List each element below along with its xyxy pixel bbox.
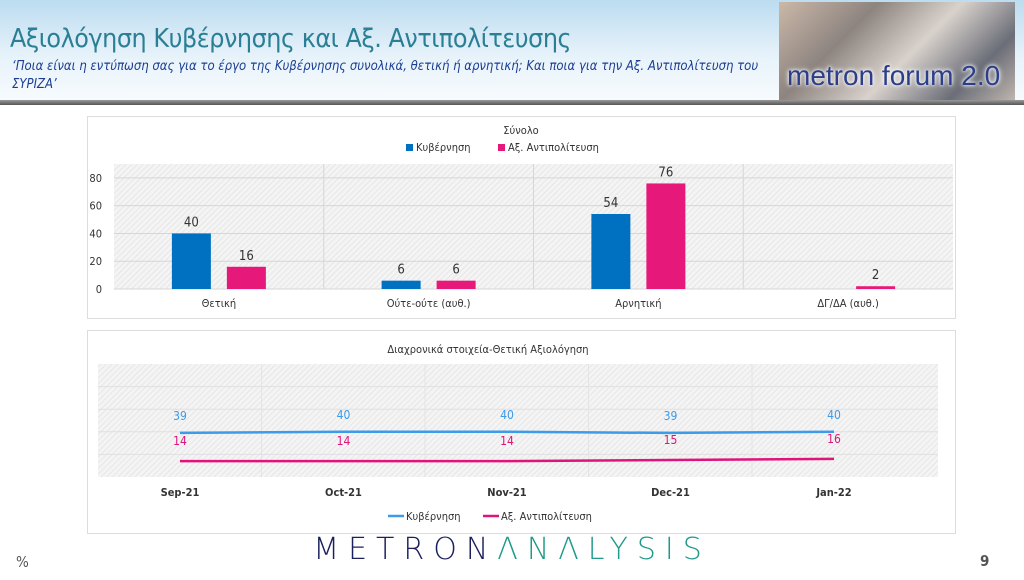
bar <box>856 286 896 289</box>
x-tick-label: Nov-21 <box>487 486 527 499</box>
brand-right: ΛNΛLYSIS <box>497 532 711 567</box>
data-label: 6 <box>397 263 404 278</box>
data-label: 76 <box>658 165 673 180</box>
header: Αξιολόγηση Κυβέρνησης και Αξ. Αντιπολίτε… <box>0 0 1024 100</box>
bar <box>436 280 476 289</box>
x-tick-label: ΔΓ/ΔΑ (αυθ.) <box>817 297 879 310</box>
x-tick-label: Dec-21 <box>651 486 690 499</box>
line-chart: Διαχρονικά στοιχεία-Θετική Αξιολόγηση Sep… <box>98 343 938 523</box>
data-label: 54 <box>603 196 618 211</box>
x-tick-label: Θετική <box>202 297 237 310</box>
data-label: 14 <box>500 434 514 448</box>
y-tick-label: 40 <box>89 227 102 240</box>
legend-label: Κυβέρνηση <box>416 141 471 154</box>
x-tick-label: Sep-21 <box>161 486 200 499</box>
brand-left: METRON <box>313 532 498 567</box>
data-label: 16 <box>239 249 254 264</box>
bar <box>591 214 631 289</box>
y-tick-label: 20 <box>89 255 102 268</box>
data-label: 40 <box>827 408 841 422</box>
legend-label: Κυβέρνηση <box>406 510 461 523</box>
series-line <box>179 430 835 435</box>
chart-title: Σύνολο <box>503 124 538 137</box>
bar-chart-panel: Σύνολο Κυβέρνηση Αξ. Αντιπολίτευση 0 20 40 60 8… <box>87 116 956 319</box>
line-chart-panel: Διαχρονικά στοιχεία-Θετική Αξιολόγηση Sep… <box>87 330 956 534</box>
legend-label: Αξ. Αντιπολίτευση <box>501 510 592 523</box>
data-label: 39 <box>173 409 187 423</box>
page-subtitle: ‘Ποια είναι η εντύπωση σας για το έργο τ… <box>12 59 759 92</box>
bar <box>171 233 211 289</box>
data-label: 39 <box>664 409 678 423</box>
x-tick-label: Αρνητική <box>615 297 661 310</box>
data-label: 40 <box>337 408 351 422</box>
chart-title: Διαχρονικά στοιχεία-Θετική Αξιολόγηση <box>387 343 588 356</box>
unit-label: % <box>16 553 29 571</box>
y-tick-label: 60 <box>89 200 102 213</box>
logo-text: metron forum 2.0 <box>787 60 1001 91</box>
y-tick-label: 0 <box>96 283 102 296</box>
data-label: 40 <box>184 215 199 230</box>
data-label: 14 <box>173 434 187 448</box>
x-tick-label: Jan-22 <box>815 486 851 499</box>
header-divider <box>0 100 1024 105</box>
data-label: 2 <box>872 268 879 283</box>
data-label: 15 <box>664 433 678 447</box>
bar-chart: Σύνολο Κυβέρνηση Αξ. Αντιπολίτευση 0 20 40 60 8… <box>89 124 953 310</box>
data-label: 40 <box>500 408 514 422</box>
data-label: 16 <box>827 432 841 446</box>
page-number: 9 <box>980 552 990 570</box>
legend-swatch <box>406 144 413 151</box>
bar <box>381 280 421 289</box>
x-tick-label: Oct-21 <box>325 486 362 499</box>
bar <box>226 266 266 289</box>
bar <box>646 183 686 289</box>
metron-forum-logo: metron forum 2.0 <box>779 2 1015 100</box>
data-label: 14 <box>337 434 351 448</box>
data-label: 6 <box>452 263 459 278</box>
metron-analysis-logo: METRONΛNΛLYSIS <box>0 532 1024 567</box>
x-tick-label: Ούτε-ούτε (αυθ.) <box>387 297 471 310</box>
page-title: Αξιολόγηση Κυβέρνησης και Αξ. Αντιπολίτε… <box>10 24 572 54</box>
legend-label: Αξ. Αντιπολίτευση <box>508 141 599 154</box>
series-line <box>180 457 835 463</box>
y-tick-label: 80 <box>89 172 102 185</box>
legend-swatch <box>498 144 505 151</box>
